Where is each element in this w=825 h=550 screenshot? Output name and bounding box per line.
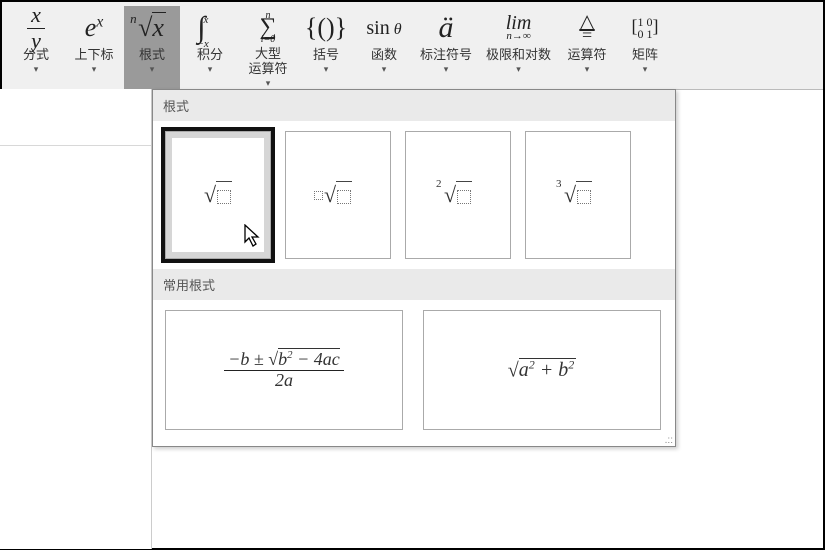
radical-template-sqrt[interactable]: √ <box>165 131 271 259</box>
radical-template-nth-root[interactable]: √ <box>285 131 391 259</box>
cursor-icon <box>244 224 264 248</box>
dropdown-arrow-icon: ▾ <box>150 64 155 75</box>
summation-icon: n ∑ i=0 <box>259 8 276 47</box>
accent-label: 标注符号 <box>420 48 472 63</box>
radical-common-pythag[interactable]: √a2 + b2 <box>423 310 661 430</box>
script-button[interactable]: ex 上下标 ▾ <box>66 6 122 89</box>
dropdown-arrow-icon: ▾ <box>585 64 590 75</box>
limit-icon: lim n→∞ <box>506 8 532 48</box>
radical-icon: n√x <box>138 8 166 48</box>
integral-label: 积分 <box>197 48 223 63</box>
common-radicals-grid: −b ± √b2 − 4ac 2a √a2 + b2 <box>153 300 675 440</box>
matrix-button[interactable]: [1 00 1] 矩阵 ▾ <box>617 6 673 89</box>
dropdown-arrow-icon: ▾ <box>382 64 387 75</box>
limit-button[interactable]: lim n→∞ 极限和对数 ▾ <box>480 6 557 89</box>
matrix-icon: [1 00 1] <box>632 8 659 48</box>
dropdown-arrow-icon: ▾ <box>92 64 97 75</box>
radical-templates-grid: √ √ 2 √ 3 √ <box>153 121 675 269</box>
bracket-button[interactable]: {()} 括号 ▾ <box>298 6 354 89</box>
resize-grip-icon[interactable]: .:: <box>665 435 673 446</box>
dropdown-arrow-icon: ▾ <box>444 64 449 75</box>
radical-label: 根式 <box>139 48 165 63</box>
operator-label: 运算符 <box>568 48 607 63</box>
dropdown-arrow-icon: ▾ <box>643 64 648 75</box>
dropdown-arrow-icon: ▾ <box>34 64 39 75</box>
radical-template-square-root[interactable]: 2 √ <box>405 131 511 259</box>
bracket-icon: {()} <box>305 8 347 48</box>
accent-button[interactable]: ä 标注符号 ▾ <box>414 6 478 89</box>
radical-common-quadratic[interactable]: −b ± √b2 − 4ac 2a <box>165 310 403 430</box>
large-op-label: 大型 运算符 <box>248 47 287 77</box>
dropdown-arrow-icon: ▾ <box>208 64 213 75</box>
equation-ribbon: xy 分式 ▾ ex 上下标 ▾ n√x 根式 ▾ ∫x−x 积分 ▾ n ∑ … <box>2 2 823 90</box>
operator-button[interactable]: △ = 运算符 ▾ <box>559 6 615 89</box>
function-button[interactable]: sin θ 函数 ▾ <box>356 6 412 89</box>
accent-icon: ä <box>439 8 454 48</box>
operator-icon: △ = <box>579 8 594 48</box>
limit-label: 极限和对数 <box>486 48 551 63</box>
fraction-icon: xy <box>27 8 45 48</box>
dropdown-arrow-icon: ▾ <box>266 78 271 89</box>
dropdown-section-title-common: 常用根式 <box>153 269 675 300</box>
script-icon: ex <box>85 8 103 48</box>
radical-dropdown: 根式 √ √ 2 √ 3 √ 常用根式 <box>152 89 676 447</box>
dropdown-arrow-icon: ▾ <box>324 64 329 75</box>
function-icon: sin θ <box>366 8 401 48</box>
integral-button[interactable]: ∫x−x 积分 ▾ <box>182 6 238 89</box>
fraction-button[interactable]: xy 分式 ▾ <box>8 6 64 89</box>
fraction-label: 分式 <box>23 48 49 63</box>
function-label: 函数 <box>371 48 397 63</box>
document-area <box>0 89 152 549</box>
script-label: 上下标 <box>74 48 113 63</box>
document-margin-line <box>0 145 151 146</box>
radical-template-cube-root[interactable]: 3 √ <box>525 131 631 259</box>
dropdown-section-title-radicals: 根式 <box>153 90 675 121</box>
dropdown-arrow-icon: ▾ <box>516 64 521 75</box>
radical-button[interactable]: n√x 根式 ▾ <box>124 6 180 89</box>
matrix-label: 矩阵 <box>632 48 658 63</box>
large-op-button[interactable]: n ∑ i=0 大型 运算符 ▾ <box>240 6 296 89</box>
bracket-label: 括号 <box>313 48 339 63</box>
integral-icon: ∫x−x <box>197 8 222 48</box>
